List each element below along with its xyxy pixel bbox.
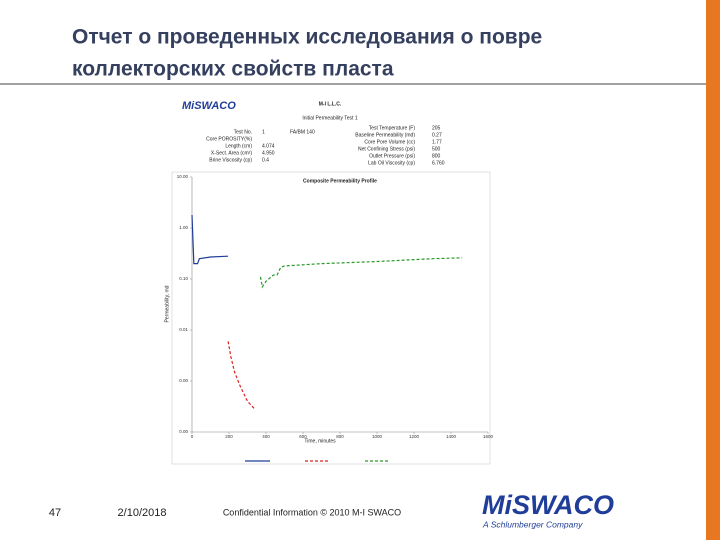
report-logo: MiSWACO <box>182 100 236 112</box>
x-tick-label: 1200 <box>409 434 420 439</box>
y-axis-label: Permeability, md <box>164 285 170 322</box>
series-line <box>227 341 256 410</box>
info-value: 0.4 <box>262 157 269 163</box>
info-label: Outlet Pressure (psi) <box>369 153 415 159</box>
y-tick-label: 0.01 <box>179 327 188 332</box>
chart-title: Composite Permeability Profile <box>303 178 377 184</box>
info-value: 4.074 <box>262 143 275 149</box>
info-label: Core POROSITY(%) <box>206 136 252 142</box>
x-tick-label: 600 <box>299 434 307 439</box>
info-note: FA/BM 140 <box>290 129 315 135</box>
y-tick-label: 0.00 <box>179 378 188 383</box>
info-value: 800 <box>432 153 441 159</box>
report-company: M-I L.L.C. <box>319 101 342 107</box>
info-value: 0.27 <box>432 132 442 138</box>
report-image <box>160 95 492 467</box>
info-label: Baseline Permeability (md) <box>355 132 415 138</box>
y-tick-label: 0.00 <box>179 429 188 434</box>
info-value: 205 <box>432 125 441 131</box>
x-tick-label: 0 <box>191 434 194 439</box>
info-label: Core Pore Volume (cc) <box>364 139 415 145</box>
page-number: 47 <box>49 507 61 519</box>
accent-bar <box>706 0 720 540</box>
info-label: Brine Viscosity (cp) <box>209 157 252 163</box>
chart-frame <box>171 171 491 465</box>
info-label: Test No. <box>234 129 252 135</box>
y-tick-label: 0.10 <box>179 276 188 281</box>
title-line: Отчет о проведенных исследования о повре <box>72 26 542 49</box>
info-label: Length (cm) <box>225 143 252 149</box>
title-line: коллекторских свойств пласта <box>72 58 394 81</box>
logo: MiSWACO <box>482 490 614 520</box>
info-value: 500 <box>432 146 441 152</box>
logo-tagline: A Schlumberger Company <box>482 519 583 529</box>
x-tick-label: 1000 <box>372 434 383 439</box>
date: 2/10/2018 <box>118 507 167 519</box>
report-subtitle: Initial Permeability Test 1 <box>302 115 357 121</box>
y-tick-label: 1.00 <box>179 225 188 230</box>
info-value: 6.760 <box>432 160 445 166</box>
x-axis-label: Time, minutes <box>304 438 336 444</box>
y-tick-label: 10.00 <box>177 174 189 179</box>
info-label: Lab Oil Viscosity (cp) <box>368 160 415 166</box>
accent-bar-top <box>706 0 720 82</box>
x-tick-label: 1400 <box>446 434 457 439</box>
info-value: 4.950 <box>262 150 275 156</box>
info-label: Test Temperature (F) <box>369 125 416 131</box>
series-line <box>191 214 229 265</box>
x-tick-label: 1600 <box>483 434 494 439</box>
x-tick-label: 200 <box>225 434 233 439</box>
x-tick-label: 800 <box>336 434 344 439</box>
info-label: X-Sect. Area (cm²) <box>211 150 252 156</box>
info-value: 1 <box>262 129 265 135</box>
confidential: Confidential Information © 2010 M-I SWAC… <box>223 507 401 517</box>
x-tick-label: 400 <box>262 434 270 439</box>
info-label: Net Confining Stress (psi) <box>358 146 415 152</box>
info-value: 1.77 <box>432 139 442 145</box>
